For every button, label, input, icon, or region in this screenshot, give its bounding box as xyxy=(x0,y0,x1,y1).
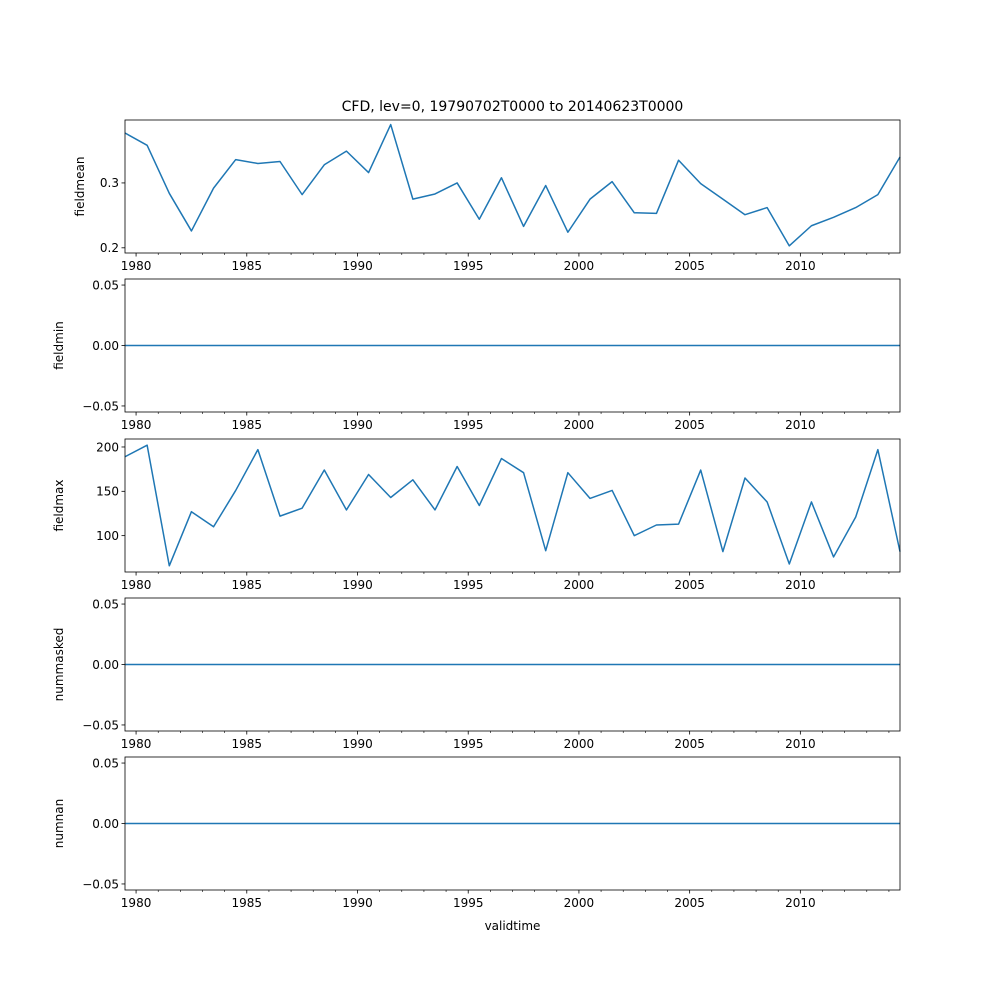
y-axis-label: fieldmean xyxy=(73,157,87,217)
x-tick-label: 1980 xyxy=(121,418,152,432)
x-tick-label: 1985 xyxy=(232,418,263,432)
x-tick-label: 2005 xyxy=(674,418,705,432)
x-tick-label: 1995 xyxy=(453,737,484,751)
x-tick-label: 1980 xyxy=(121,259,152,273)
x-tick-label: 1980 xyxy=(121,737,152,751)
y-tick-label: 0.05 xyxy=(92,597,119,611)
x-tick-label: 2000 xyxy=(564,418,595,432)
panels: 0.2 0.3 1980 1985 1990 1995 2000 2005 2010 fieldm… xyxy=(52,119,901,910)
x-tick-label: 2010 xyxy=(785,418,816,432)
x-tick-label: 1995 xyxy=(453,578,484,592)
y-tick-label: 0.00 xyxy=(92,817,119,831)
y-axis-label: numnan xyxy=(52,799,66,848)
panel-nummasked: −0.05 0.00 0.05 1980 1985 1990 1995 2000 2005 201… xyxy=(52,597,901,751)
x-tick-label: 1990 xyxy=(342,259,373,273)
y-tick-label: 0.00 xyxy=(92,339,119,353)
y-tick-label: 0.05 xyxy=(92,278,119,292)
panel-numnan: −0.05 0.00 0.05 1980 1985 1990 1995 2000 2005 201… xyxy=(52,756,901,910)
y-tick-label: 200 xyxy=(96,440,119,454)
x-tick-label: 2005 xyxy=(674,896,705,910)
x-tick-label: 1990 xyxy=(342,578,373,592)
x-tick-label: 1990 xyxy=(342,418,373,432)
y-tick-label: 100 xyxy=(96,529,119,543)
x-tick-label: 1980 xyxy=(121,578,152,592)
x-tick-label: 2010 xyxy=(785,896,816,910)
x-tick-label: 2010 xyxy=(785,737,816,751)
x-tick-label: 1995 xyxy=(453,259,484,273)
y-tick-label: −0.05 xyxy=(82,399,119,413)
x-tick-label: 2000 xyxy=(564,737,595,751)
y-tick-label: 0.05 xyxy=(92,756,119,770)
panel-fieldmean: 0.2 0.3 1980 1985 1990 1995 2000 2005 2010 fieldm… xyxy=(73,119,901,273)
x-tick-label: 2010 xyxy=(785,259,816,273)
x-tick-label: 2005 xyxy=(674,578,705,592)
x-tick-label: 2000 xyxy=(564,259,595,273)
x-tick-label: 1985 xyxy=(232,896,263,910)
panel-fieldmin: −0.05 0.00 0.05 1980 1985 1990 1995 2000 2005 201… xyxy=(52,278,901,432)
y-tick-label: 0.00 xyxy=(92,658,119,672)
y-tick-label: −0.05 xyxy=(82,877,119,891)
series-line-fieldmax xyxy=(124,444,901,567)
x-tick-label: 1995 xyxy=(453,418,484,432)
x-tick-label: 1980 xyxy=(121,896,152,910)
y-tick-label: −0.05 xyxy=(82,718,119,732)
y-tick-label: 150 xyxy=(96,485,119,499)
x-tick-label: 1985 xyxy=(232,578,263,592)
x-tick-label: 1990 xyxy=(342,896,373,910)
x-tick-label: 1985 xyxy=(232,259,263,273)
x-tick-label: 1985 xyxy=(232,737,263,751)
x-tick-label: 2010 xyxy=(785,578,816,592)
y-tick-label: 0.3 xyxy=(100,176,119,190)
y-tick-label: 0.2 xyxy=(100,241,119,255)
x-tick-label: 2000 xyxy=(564,896,595,910)
x-tick-label: 1990 xyxy=(342,737,373,751)
y-axis-label: nummasked xyxy=(52,628,66,702)
x-tick-label: 2005 xyxy=(674,737,705,751)
x-tick-label: 2005 xyxy=(674,259,705,273)
panel-fieldmax: 100 150 200 1980 1985 1990 1995 2000 2005 2010 fie… xyxy=(52,438,901,592)
series-line-fieldmean xyxy=(124,123,901,247)
y-axis-label: fieldmin xyxy=(52,321,66,370)
x-axis-label: validtime xyxy=(485,919,541,933)
x-tick-label: 1995 xyxy=(453,896,484,910)
y-axis-label: fieldmax xyxy=(52,479,66,531)
chart-title: CFD, lev=0, 19790702T0000 to 20140623T00… xyxy=(342,99,684,115)
x-tick-label: 2000 xyxy=(564,578,595,592)
